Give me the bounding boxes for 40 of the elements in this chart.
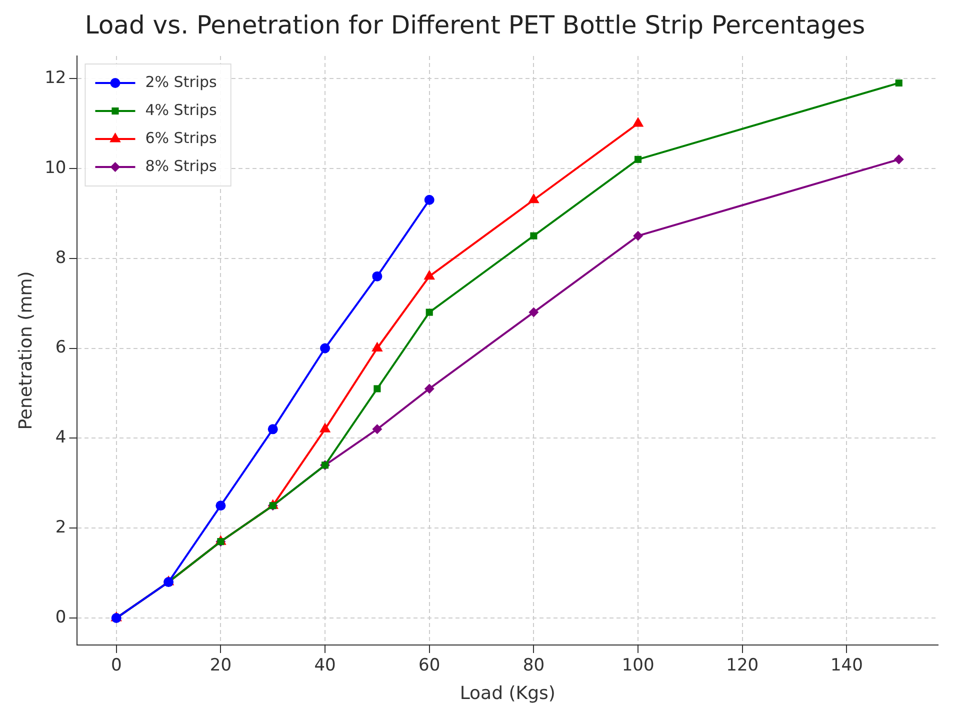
x-axis-title: Load (Kgs) xyxy=(460,682,556,704)
point xyxy=(372,271,382,282)
point xyxy=(424,384,434,394)
legend-label: 2% Strips xyxy=(145,72,218,91)
x-tick-label: 140 xyxy=(830,656,863,676)
point xyxy=(528,307,539,318)
point xyxy=(530,232,538,240)
point xyxy=(632,116,644,127)
point xyxy=(426,308,433,316)
point xyxy=(894,154,904,164)
y-tick-label: 2 xyxy=(55,518,66,538)
x-tick-label: 80 xyxy=(522,656,545,676)
point xyxy=(372,424,382,434)
y-axis-title: Penetration (mm) xyxy=(15,271,36,430)
point xyxy=(216,500,226,511)
y-tick-label: 8 xyxy=(55,248,66,268)
point xyxy=(268,424,278,434)
point xyxy=(424,194,434,205)
y-tick-label: 0 xyxy=(55,607,66,628)
legend-label: 4% Strips xyxy=(145,100,218,119)
y-tick-label: 6 xyxy=(55,338,66,358)
point xyxy=(424,270,435,280)
chart-title: Load vs. Penetration for Different PET Bottle Strip Percentages xyxy=(84,10,866,40)
x-tick-label: 0 xyxy=(110,656,122,676)
y-tick-label: 10 xyxy=(44,158,66,178)
y-tick-label: 4 xyxy=(55,428,66,448)
point xyxy=(895,79,902,87)
point xyxy=(634,156,642,163)
point xyxy=(320,343,330,354)
x-tick-label: 60 xyxy=(418,656,440,676)
x-tick-label: 20 xyxy=(210,656,232,676)
y-tick-label: 12 xyxy=(44,68,66,88)
legend-label: 6% Strips xyxy=(145,128,218,147)
x-tick-label: 120 xyxy=(726,656,759,676)
point xyxy=(633,230,644,241)
x-tick-label: 40 xyxy=(314,656,336,676)
point xyxy=(374,385,381,392)
x-tick-label: 100 xyxy=(622,656,654,676)
legend-label: 8% Strips xyxy=(145,156,218,175)
point xyxy=(528,193,540,204)
